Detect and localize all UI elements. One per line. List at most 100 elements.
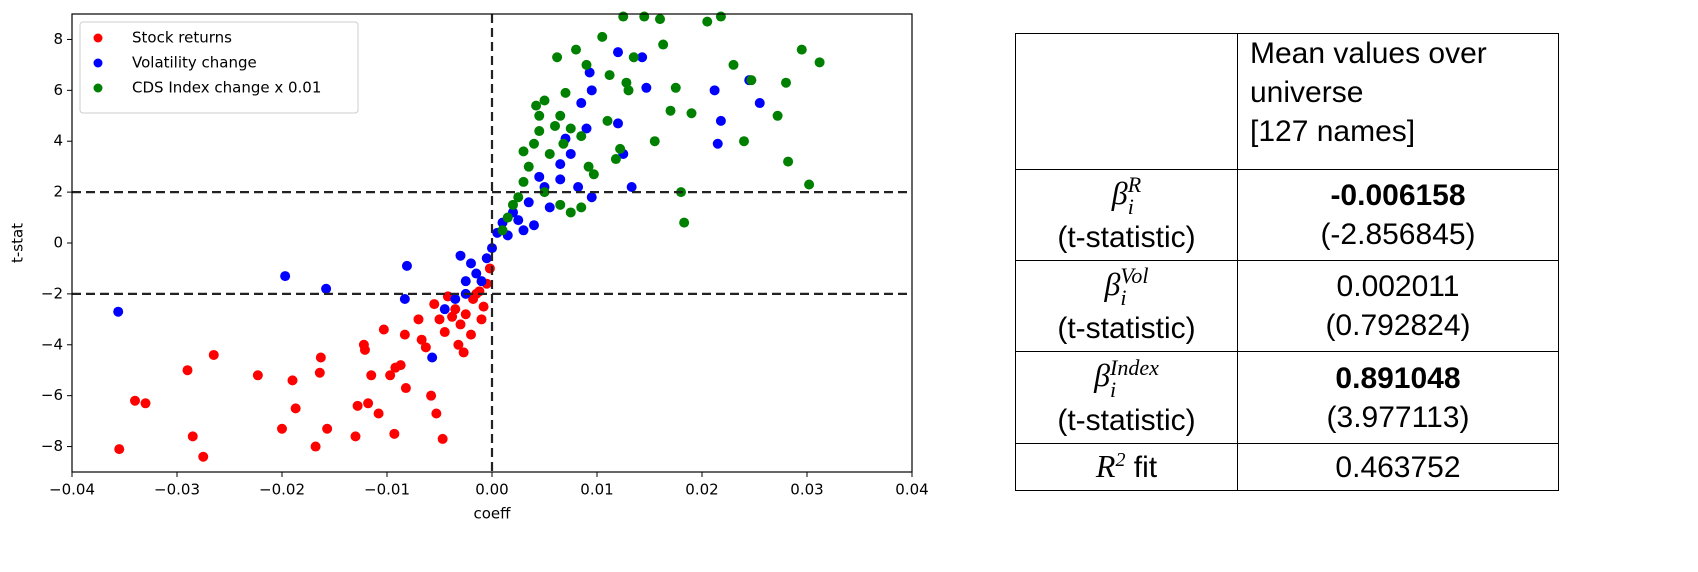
scatter-point — [252, 370, 263, 381]
scatter-point — [584, 67, 595, 78]
x-axis-label: coeff — [474, 505, 512, 523]
symbol: β — [1094, 357, 1111, 394]
scatter-point — [352, 400, 363, 411]
x-tick-label: 0.00 — [475, 481, 508, 499]
label-note: (t-statistic) — [1057, 312, 1196, 346]
scatter-point — [399, 293, 410, 304]
scatter-point — [453, 339, 464, 350]
scatter-point — [114, 444, 125, 455]
scatter-point — [497, 225, 508, 236]
scatter-point — [366, 370, 377, 381]
scatter-point — [420, 342, 431, 353]
scatter-point — [531, 100, 542, 111]
scatter-point — [781, 77, 791, 88]
legend-label: CDS Index change x 0.01 — [132, 79, 321, 97]
scatter-point — [628, 52, 639, 63]
scatter-point — [413, 314, 424, 325]
scatter-point — [458, 347, 469, 358]
scatter-point — [471, 268, 482, 279]
scatter-point — [359, 344, 370, 355]
x-tick-label: −0.01 — [364, 481, 410, 499]
header-line: Mean values over — [1250, 37, 1487, 70]
scatter-point — [639, 11, 650, 22]
value: -0.006158 — [1330, 179, 1466, 212]
y-tick-label: −4 — [41, 335, 63, 353]
symbol: β — [1111, 174, 1128, 211]
scatter-point — [550, 120, 560, 131]
scatter-point — [728, 59, 739, 70]
scatter-point — [399, 329, 410, 340]
legend-marker — [93, 33, 103, 43]
x-tick-label: 0.01 — [580, 481, 613, 499]
scatter-point — [416, 334, 427, 345]
scatter-point — [555, 199, 566, 210]
scatter-point — [310, 441, 321, 452]
scatter-point — [476, 276, 487, 287]
scatter-point — [373, 408, 384, 419]
scatter-point — [478, 301, 489, 312]
scatter-point — [621, 77, 632, 88]
scatter-point — [665, 105, 676, 116]
scatter-point — [439, 327, 450, 338]
label-note: (t-statistic) — [1057, 403, 1196, 437]
y-tick-label: 8 — [53, 30, 63, 48]
scatter-point — [796, 44, 807, 55]
scatter-point — [754, 98, 765, 109]
scatter-point — [746, 75, 757, 86]
scatter-point — [555, 110, 566, 121]
scatter-point — [529, 220, 539, 231]
superscript: R — [1127, 172, 1142, 198]
value: 0.002011 — [1336, 270, 1460, 303]
x-tick-label: −0.04 — [49, 481, 95, 499]
header-cell — [1015, 33, 1238, 170]
scatter-point — [602, 115, 613, 126]
y-tick-label: 6 — [53, 81, 63, 99]
y-axis-label: t-stat — [9, 223, 27, 263]
scatter-point — [534, 126, 545, 137]
header-line: universe — [1250, 76, 1364, 109]
scatter-point — [455, 250, 466, 261]
scatter-point — [626, 182, 637, 193]
scatter-point — [565, 148, 576, 159]
legend: Stock returns Volatility change CDS Index … — [79, 21, 359, 114]
subscript: i — [1120, 285, 1127, 311]
scatter-point — [187, 431, 198, 442]
y-tick-label: 0 — [53, 234, 63, 252]
y-tick-label: −8 — [41, 437, 63, 455]
scatter-point — [712, 138, 723, 149]
scatter-point — [431, 408, 442, 419]
scatter-point — [555, 159, 566, 170]
scatter-point — [573, 182, 584, 193]
x-tick-label: −0.03 — [154, 481, 200, 499]
scatter-point — [581, 123, 592, 134]
scatter-point — [290, 403, 301, 414]
header-cell: Mean values over universe [127 names] — [1237, 33, 1559, 170]
scatter-point — [513, 215, 524, 226]
scatter-point — [615, 143, 626, 154]
scatter-point — [715, 11, 726, 22]
script-stack: Index i — [1110, 356, 1159, 401]
scatter-point — [539, 187, 550, 198]
scatter-point — [487, 243, 497, 254]
header-line: [127 names] — [1250, 115, 1416, 148]
scatter-point — [529, 138, 539, 149]
scatter-point — [649, 136, 660, 147]
scatter-point — [555, 174, 566, 185]
t-statistic: (-2.856845) — [1320, 218, 1476, 251]
scatter-point — [597, 31, 608, 42]
scatter-point — [534, 171, 545, 182]
legend-box — [79, 21, 359, 114]
scatter-point — [277, 423, 287, 434]
scatter-point — [385, 370, 396, 381]
scatter-point — [637, 52, 648, 63]
scatter-point — [604, 70, 615, 81]
scatter-point — [484, 263, 495, 274]
scatter-point — [460, 276, 471, 287]
scatter-point — [618, 11, 629, 22]
scatter-point — [140, 398, 151, 409]
scatter-point — [571, 44, 581, 55]
table-row: R2 fit 0.463752 — [1015, 443, 1559, 491]
